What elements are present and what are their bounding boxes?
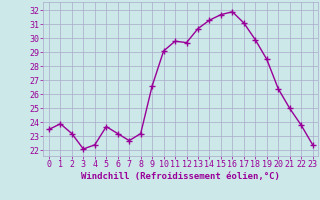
X-axis label: Windchill (Refroidissement éolien,°C): Windchill (Refroidissement éolien,°C): [81, 172, 280, 181]
